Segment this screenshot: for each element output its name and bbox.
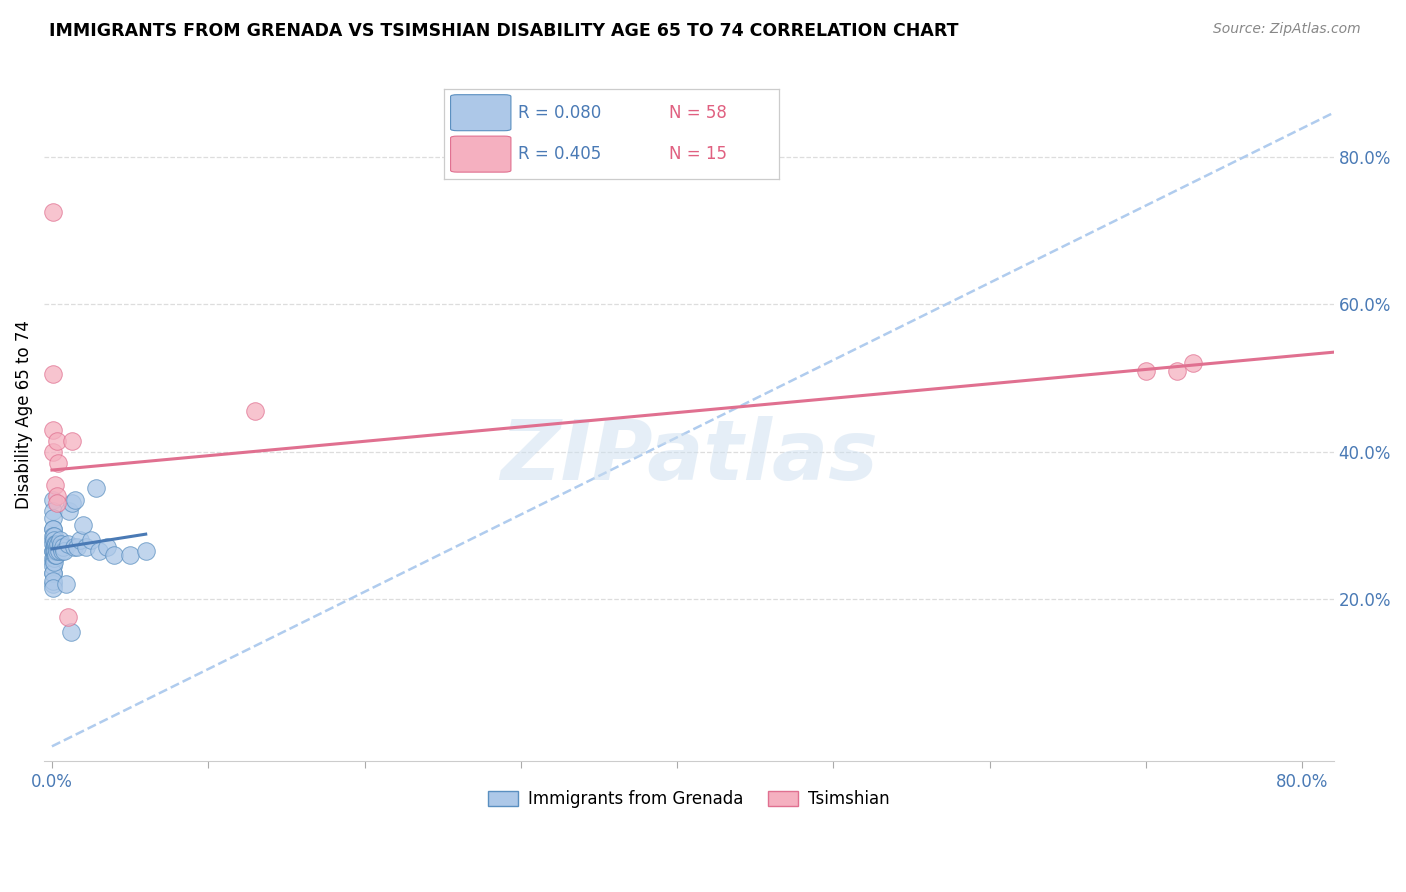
- Text: Source: ZipAtlas.com: Source: ZipAtlas.com: [1213, 22, 1361, 37]
- Point: [42, 551, 65, 566]
- Point: [44, 548, 66, 562]
- Point: [69, 533, 91, 547]
- Point: [42, 544, 65, 558]
- Point: [48, 544, 70, 558]
- Point: [45, 548, 67, 562]
- Point: [52, 541, 75, 555]
- Point: [80, 533, 103, 547]
- Point: [42, 533, 65, 547]
- Point: [42, 541, 65, 555]
- Point: [1135, 363, 1157, 377]
- Point: [49, 541, 72, 555]
- Point: [87, 544, 110, 558]
- Point: [75, 541, 97, 555]
- Point: [55, 577, 77, 591]
- Point: [58, 503, 80, 517]
- Point: [42, 444, 65, 458]
- Point: [48, 533, 70, 547]
- Point: [42, 503, 65, 517]
- Point: [44, 544, 66, 558]
- Point: [84, 482, 107, 496]
- Point: [62, 541, 84, 555]
- Point: [72, 518, 94, 533]
- Point: [42, 537, 65, 551]
- Point: [46, 456, 69, 470]
- Point: [42, 574, 65, 588]
- Point: [66, 541, 89, 555]
- Point: [45, 434, 67, 448]
- Point: [46, 537, 69, 551]
- Point: [120, 548, 142, 562]
- Point: [60, 434, 83, 448]
- Point: [51, 544, 73, 558]
- Point: [42, 566, 65, 581]
- Point: [42, 511, 65, 525]
- Text: ZIPatlas: ZIPatlas: [501, 416, 877, 497]
- Point: [65, 492, 87, 507]
- Point: [42, 566, 65, 581]
- Point: [42, 581, 65, 595]
- Point: [60, 496, 83, 510]
- Point: [45, 537, 67, 551]
- Legend: Immigrants from Grenada, Tsimshian: Immigrants from Grenada, Tsimshian: [481, 784, 897, 815]
- Point: [56, 537, 79, 551]
- Text: IMMIGRANTS FROM GRENADA VS TSIMSHIAN DISABILITY AGE 65 TO 74 CORRELATION CHART: IMMIGRANTS FROM GRENADA VS TSIMSHIAN DIS…: [49, 22, 959, 40]
- Point: [44, 537, 66, 551]
- Point: [46, 544, 69, 558]
- Point: [51, 537, 73, 551]
- Point: [243, 404, 266, 418]
- Point: [44, 541, 66, 555]
- Point: [44, 555, 66, 569]
- Point: [103, 548, 125, 562]
- Point: [44, 544, 66, 558]
- Point: [42, 522, 65, 536]
- Point: [96, 541, 118, 555]
- Point: [42, 558, 65, 573]
- Point: [42, 368, 65, 382]
- Point: [42, 555, 65, 569]
- Point: [42, 577, 65, 591]
- Y-axis label: Disability Age 65 to 74: Disability Age 65 to 74: [15, 320, 32, 509]
- Point: [44, 477, 66, 491]
- Point: [42, 544, 65, 558]
- Point: [1181, 356, 1204, 370]
- Point: [45, 496, 67, 510]
- Point: [59, 625, 82, 640]
- Point: [45, 489, 67, 503]
- Point: [42, 529, 65, 543]
- Point: [42, 529, 65, 543]
- Point: [56, 610, 79, 624]
- Point: [135, 544, 157, 558]
- Point: [44, 533, 66, 547]
- Point: [42, 205, 65, 219]
- Point: [42, 551, 65, 566]
- Point: [53, 544, 76, 558]
- Point: [42, 492, 65, 507]
- Point: [1166, 363, 1188, 377]
- Point: [42, 522, 65, 536]
- Point: [42, 423, 65, 437]
- Point: [45, 541, 67, 555]
